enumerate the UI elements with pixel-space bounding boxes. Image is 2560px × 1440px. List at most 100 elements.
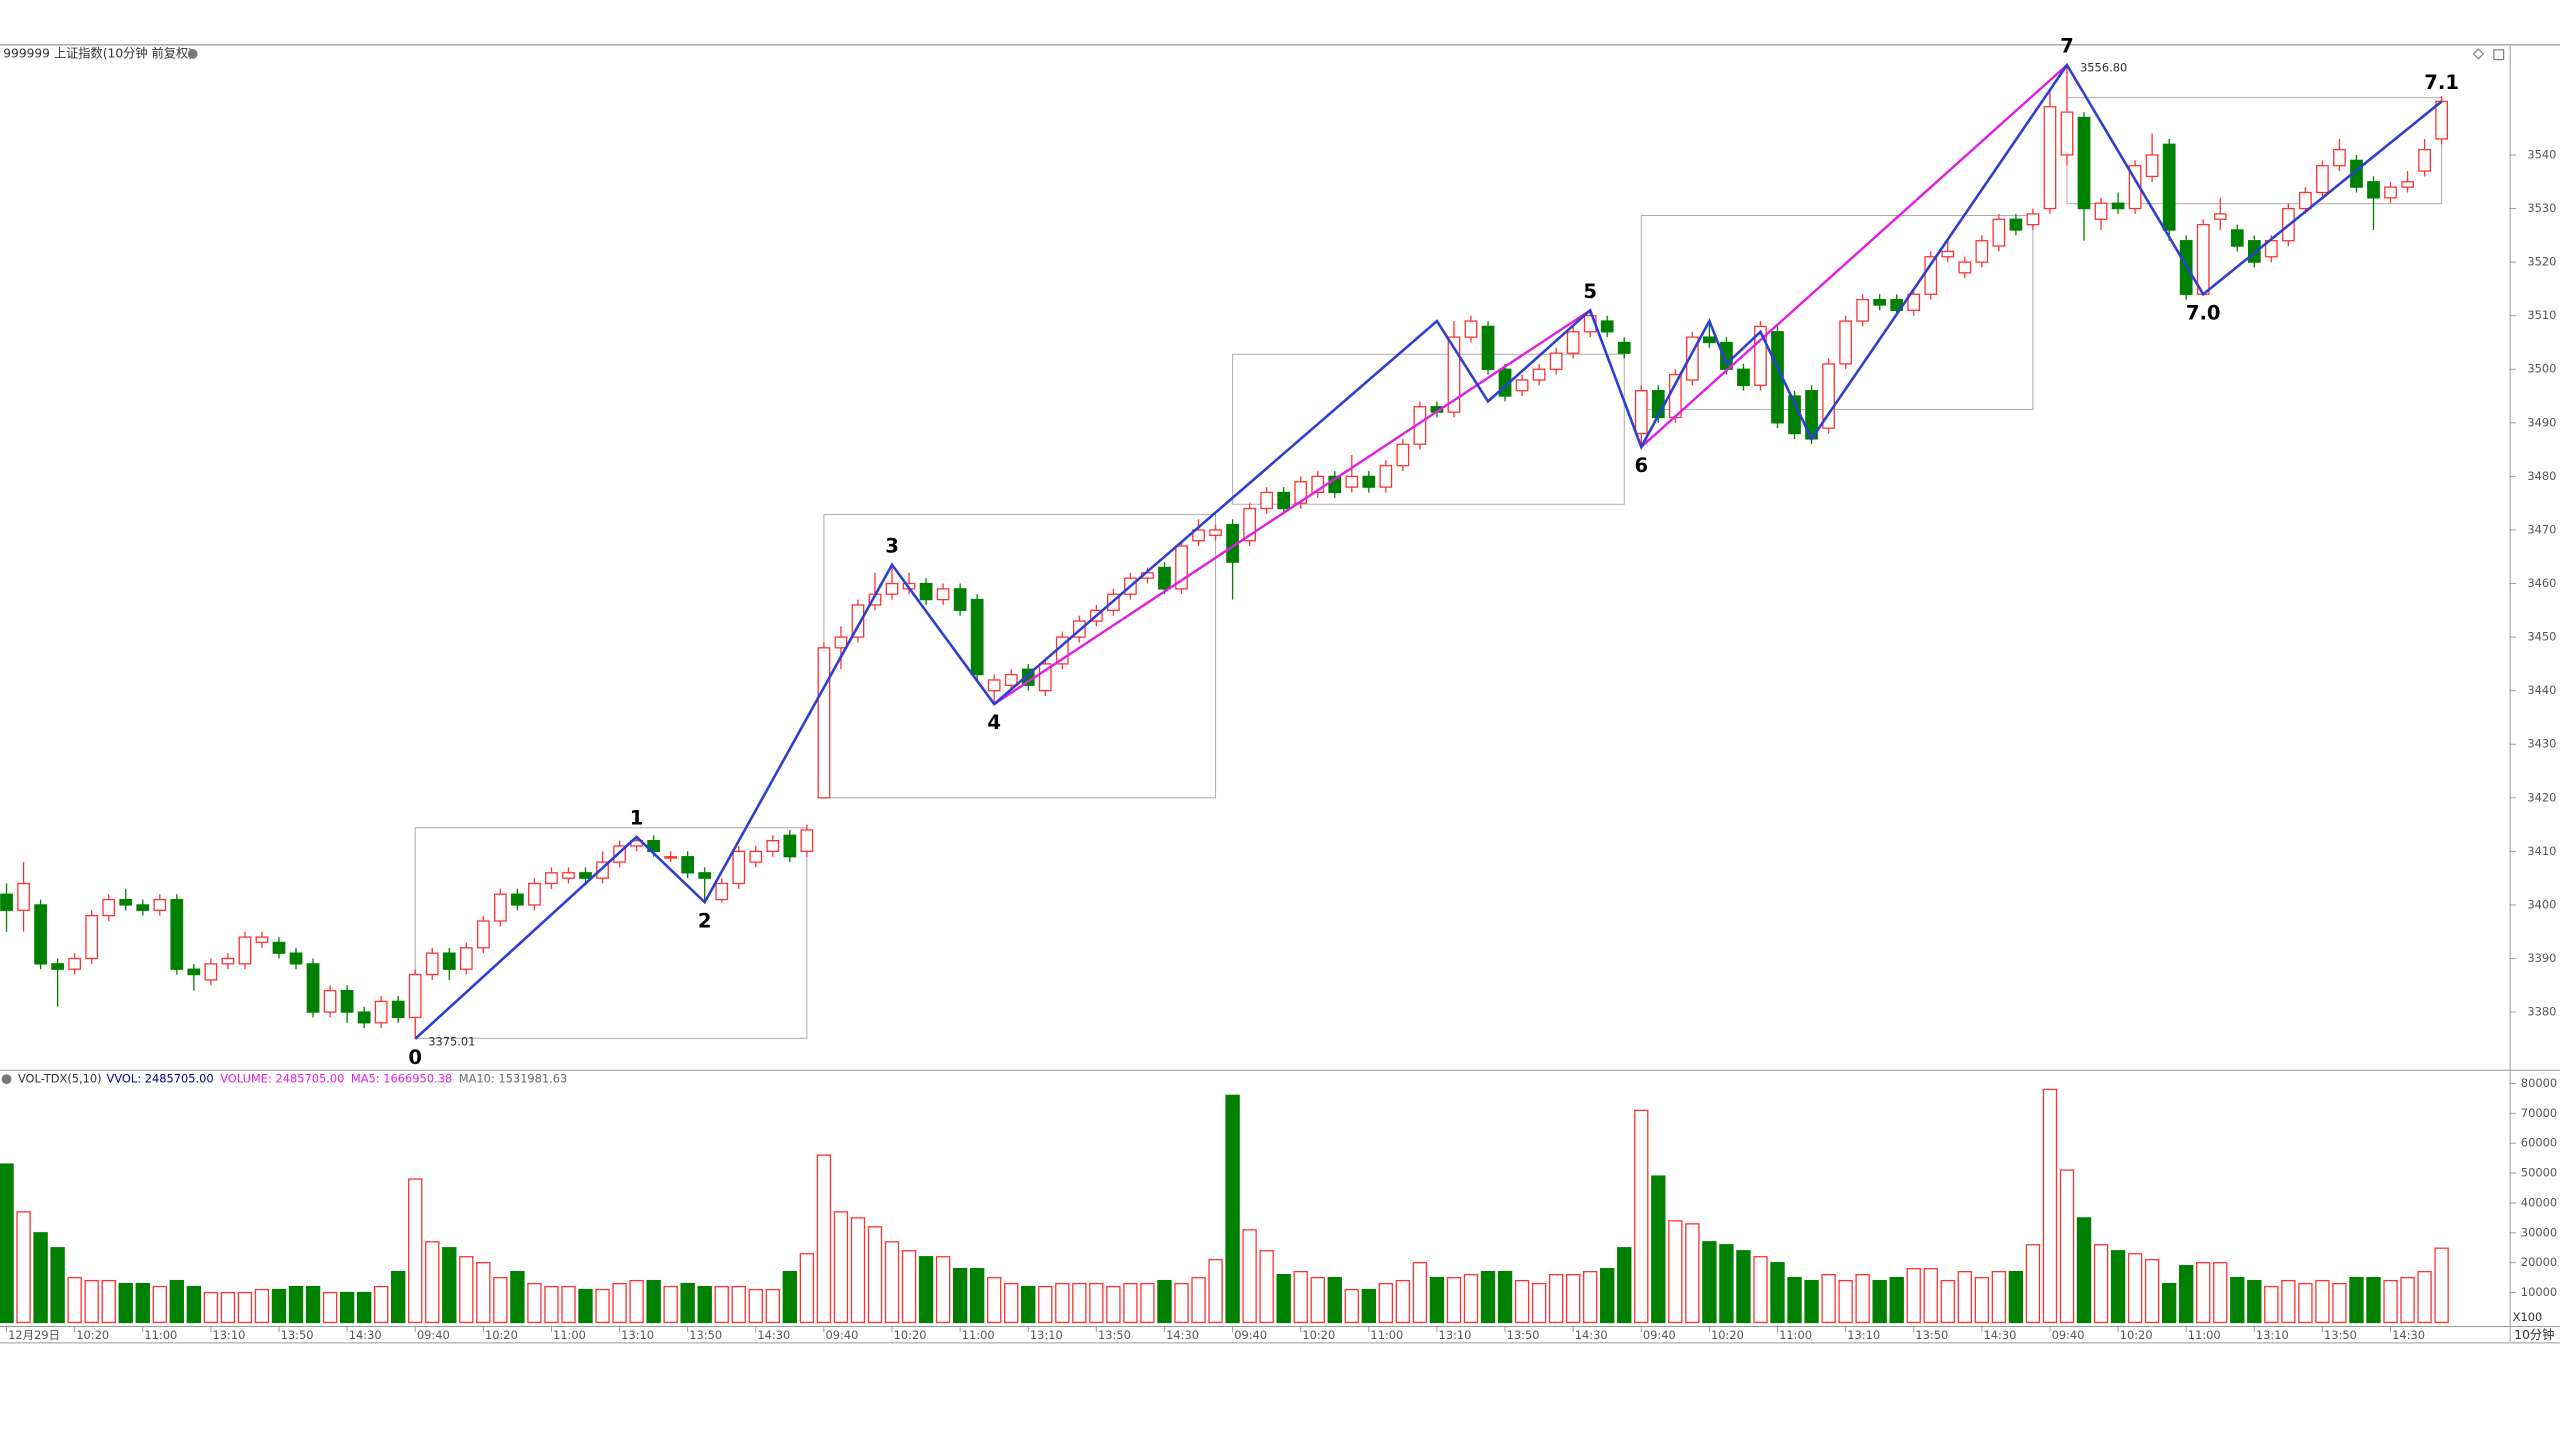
- volume-bar: [1055, 1282, 1070, 1324]
- volume-bar: [356, 1291, 372, 1324]
- volume-bar: [2110, 1250, 2126, 1324]
- candle-body: [1243, 507, 1256, 542]
- mode-icon[interactable]: [2472, 48, 2485, 60]
- volume-bar: [2332, 1282, 2347, 1324]
- volume-bar: [901, 1250, 917, 1324]
- volume-bar: [67, 1276, 82, 1324]
- settings-icon[interactable]: [187, 48, 198, 59]
- volume-bar: [1583, 1271, 1598, 1324]
- volume-bar: [697, 1285, 712, 1324]
- x-tick-label: 13:50: [689, 1328, 722, 1342]
- candle-body: [2367, 181, 2380, 199]
- volume-bar: [50, 1247, 65, 1324]
- candle-body: [357, 1011, 371, 1024]
- candle-body: [2162, 143, 2176, 231]
- candle-body: [2230, 229, 2244, 247]
- volume-bar: [952, 1268, 968, 1324]
- x-tick-label: 11:00: [1370, 1328, 1403, 1342]
- x-tick-label: 11:00: [553, 1328, 586, 1342]
- x-tick-label: 09:40: [1643, 1328, 1676, 1342]
- indicator-icon[interactable]: [1, 1074, 12, 1085]
- volume-bar: [2196, 1262, 2211, 1324]
- volume-bar: [373, 1285, 389, 1324]
- y-tick-label: 3520: [2527, 255, 2556, 269]
- candle-body: [187, 968, 201, 976]
- volume-bar: [1395, 1279, 1411, 1324]
- candle-body: [732, 850, 746, 885]
- candle-body: [1464, 320, 1478, 338]
- candle-body: [1515, 379, 1529, 392]
- candle-body: [1379, 465, 1393, 488]
- candle-body: [1600, 320, 1614, 333]
- y-tick-label: 80000: [2521, 1076, 2557, 1090]
- candle-body: [1260, 491, 1274, 510]
- legend-item: VOLUME: 2485705.00: [220, 1072, 344, 1086]
- volume-bar: [1753, 1256, 1768, 1324]
- x-tick-label: 14:30: [349, 1328, 382, 1342]
- volume-bar: [1140, 1282, 1155, 1324]
- volume-bar: [578, 1288, 593, 1324]
- candle-body: [2316, 165, 2329, 194]
- x-tick-label: 14:30: [1166, 1328, 1199, 1342]
- candle-body: [800, 829, 814, 853]
- candle-body: [2299, 191, 2312, 210]
- candle-body: [681, 856, 695, 874]
- volume-bar: [987, 1276, 1002, 1324]
- candle-body: [698, 872, 712, 879]
- volume-bar: [646, 1279, 661, 1324]
- volume-bar: [1021, 1285, 1036, 1324]
- volume-bar: [918, 1256, 934, 1324]
- candle-body: [2026, 213, 2040, 226]
- candle-body: [1941, 250, 1955, 258]
- volume-bar: [493, 1276, 508, 1324]
- candle-body: [1975, 240, 1989, 263]
- candle-body: [374, 1000, 388, 1024]
- volume-bar: [1838, 1279, 1853, 1324]
- pivot-label: 7.0: [2186, 301, 2221, 324]
- volume-bar: [1855, 1273, 1870, 1324]
- candle-body: [2196, 223, 2210, 295]
- candle-body: [1004, 673, 1018, 686]
- volume-bar: [1668, 1220, 1683, 1324]
- volume-bar: [1617, 1247, 1632, 1324]
- volume-bar: [237, 1291, 253, 1324]
- volume-bar: [1378, 1282, 1394, 1324]
- volume-bar: [1412, 1262, 1428, 1324]
- volume-bar: [1004, 1282, 1019, 1324]
- volume-bar: [544, 1285, 559, 1324]
- candle-body: [204, 963, 218, 981]
- volume-bar: [595, 1288, 610, 1324]
- candle-body: [2401, 181, 2414, 188]
- candle-body: [170, 898, 184, 970]
- volume-bar: [186, 1285, 202, 1324]
- y-tick-label: 30000: [2521, 1225, 2557, 1239]
- x-tick-label: 11:00: [962, 1328, 995, 1342]
- volume-bar: [271, 1288, 287, 1324]
- candle-body: [1685, 336, 1699, 381]
- x-tick-label: 10:20: [2120, 1328, 2153, 1342]
- volume-bar: [2400, 1276, 2415, 1324]
- volume-bar: [1242, 1229, 1257, 1324]
- chart-title: 999999 上证指数(10分钟 前复权): [3, 45, 193, 60]
- candle-body: [1294, 481, 1308, 504]
- volume-bar: [476, 1262, 491, 1324]
- x-tick-label: 13:10: [1030, 1328, 1063, 1342]
- volume-bar: [2127, 1253, 2143, 1324]
- volume-bar: [1174, 1282, 1189, 1324]
- volume-bar: [2383, 1279, 2398, 1324]
- y-tick-label: 70000: [2521, 1106, 2557, 1120]
- consolidation-box: [1232, 353, 1625, 505]
- volume-bar: [1872, 1279, 1887, 1324]
- layout-icon[interactable]: [2493, 49, 2505, 61]
- candle-body: [238, 936, 252, 965]
- volume-bar: [884, 1241, 900, 1324]
- x-tick-label: 13:10: [621, 1328, 654, 1342]
- volume-bar: [1480, 1271, 1496, 1324]
- candle-body: [2077, 116, 2091, 210]
- volume-bar: [1276, 1273, 1291, 1324]
- y-tick-label: 10000: [2521, 1285, 2557, 1299]
- candle-body: [1566, 331, 1580, 354]
- x-tick-label: 13:50: [2324, 1328, 2357, 1342]
- volume-bar: [254, 1288, 270, 1324]
- candle-body: [221, 957, 235, 965]
